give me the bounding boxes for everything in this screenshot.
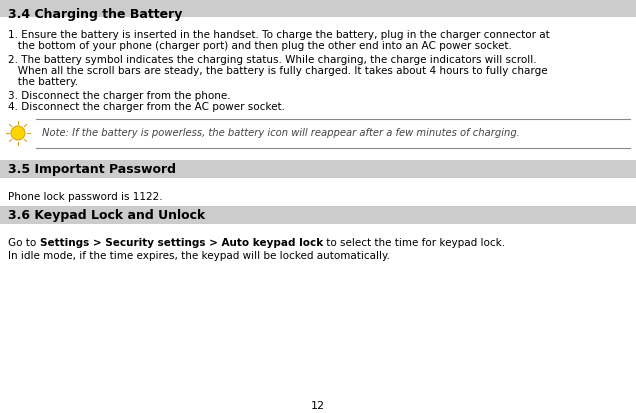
Text: the battery.: the battery. bbox=[8, 77, 78, 87]
Text: Go to: Go to bbox=[8, 237, 39, 247]
Text: Settings > Security settings > Auto keypad lock: Settings > Security settings > Auto keyp… bbox=[39, 237, 322, 247]
Text: 3.4 Charging the Battery: 3.4 Charging the Battery bbox=[8, 7, 183, 21]
Text: Note: If the battery is powerless, the battery icon will reappear after a few mi: Note: If the battery is powerless, the b… bbox=[42, 128, 520, 138]
Text: 12: 12 bbox=[311, 400, 325, 410]
Text: When all the scroll bars are steady, the battery is fully charged. It takes abou: When all the scroll bars are steady, the… bbox=[8, 66, 548, 76]
Text: 3. Disconnect the charger from the phone.: 3. Disconnect the charger from the phone… bbox=[8, 91, 231, 101]
Circle shape bbox=[11, 127, 25, 141]
Text: In idle mode, if the time expires, the keypad will be locked automatically.: In idle mode, if the time expires, the k… bbox=[8, 250, 390, 260]
Text: 1. Ensure the battery is inserted in the handset. To charge the battery, plug in: 1. Ensure the battery is inserted in the… bbox=[8, 30, 550, 40]
Bar bbox=[0, 206, 636, 224]
Text: 4. Disconnect the charger from the AC power socket.: 4. Disconnect the charger from the AC po… bbox=[8, 102, 285, 112]
Text: the bottom of your phone (charger port) and then plug the other end into an AC p: the bottom of your phone (charger port) … bbox=[8, 41, 512, 51]
Text: Phone lock password is 1122.: Phone lock password is 1122. bbox=[8, 192, 163, 202]
Text: to select the time for keypad lock.: to select the time for keypad lock. bbox=[322, 237, 505, 247]
Bar bbox=[0, 161, 636, 178]
Text: 2. The battery symbol indicates the charging status. While charging, the charge : 2. The battery symbol indicates the char… bbox=[8, 55, 537, 65]
Bar bbox=[0, 0, 636, 18]
Text: 3.5 Important Password: 3.5 Important Password bbox=[8, 163, 176, 176]
Text: 3.6 Keypad Lock and Unlock: 3.6 Keypad Lock and Unlock bbox=[8, 209, 205, 222]
